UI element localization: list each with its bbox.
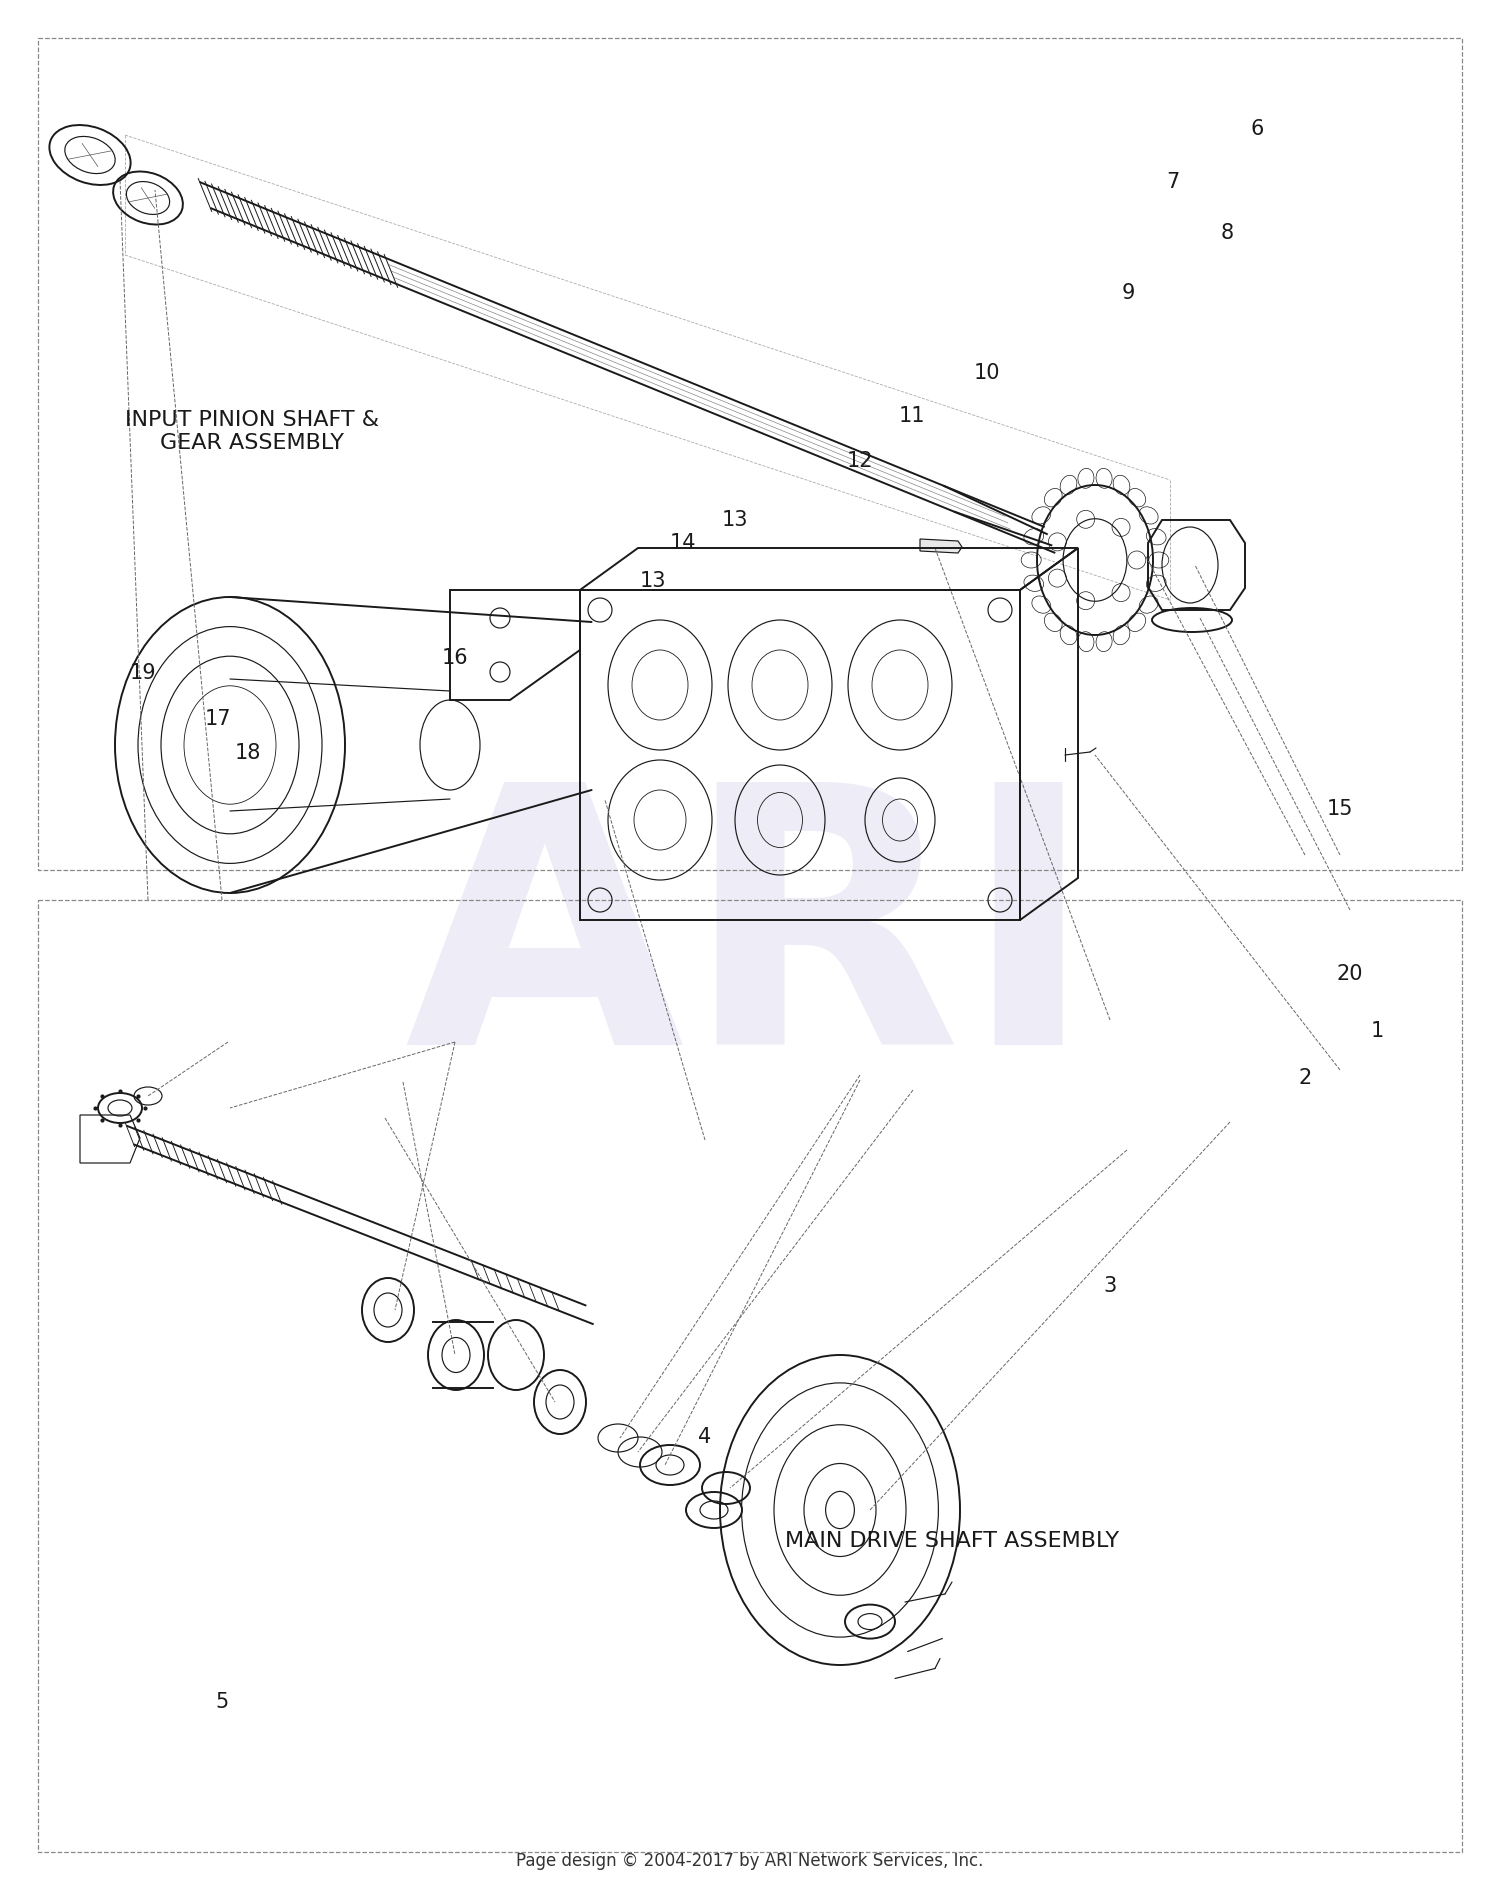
Text: 12: 12	[846, 452, 873, 471]
Text: 5: 5	[216, 1692, 228, 1711]
Text: 10: 10	[974, 363, 1000, 382]
Text: 16: 16	[441, 649, 468, 668]
Text: 6: 6	[1251, 119, 1263, 138]
Text: 17: 17	[204, 709, 231, 728]
Text: 4: 4	[699, 1428, 711, 1447]
Text: 9: 9	[1122, 284, 1134, 303]
Text: INPUT PINION SHAFT &
GEAR ASSEMBLY: INPUT PINION SHAFT & GEAR ASSEMBLY	[124, 410, 380, 452]
Text: 13: 13	[639, 571, 666, 590]
Polygon shape	[920, 539, 962, 552]
Text: 3: 3	[1104, 1276, 1116, 1295]
Text: 13: 13	[722, 511, 748, 529]
Text: 1: 1	[1371, 1021, 1383, 1040]
Text: 8: 8	[1221, 223, 1233, 242]
Text: 11: 11	[898, 407, 926, 425]
Text: Page design © 2004-2017 by ARI Network Services, Inc.: Page design © 2004-2017 by ARI Network S…	[516, 1851, 984, 1870]
Text: 19: 19	[129, 664, 156, 683]
Text: 2: 2	[1299, 1068, 1311, 1087]
Text: ARI: ARI	[404, 772, 1096, 1119]
Text: 15: 15	[1326, 800, 1353, 819]
Text: 7: 7	[1167, 172, 1179, 191]
Text: MAIN DRIVE SHAFT ASSEMBLY: MAIN DRIVE SHAFT ASSEMBLY	[786, 1532, 1119, 1551]
Text: 18: 18	[234, 743, 261, 762]
Text: 20: 20	[1336, 964, 1364, 983]
Text: 14: 14	[669, 533, 696, 552]
